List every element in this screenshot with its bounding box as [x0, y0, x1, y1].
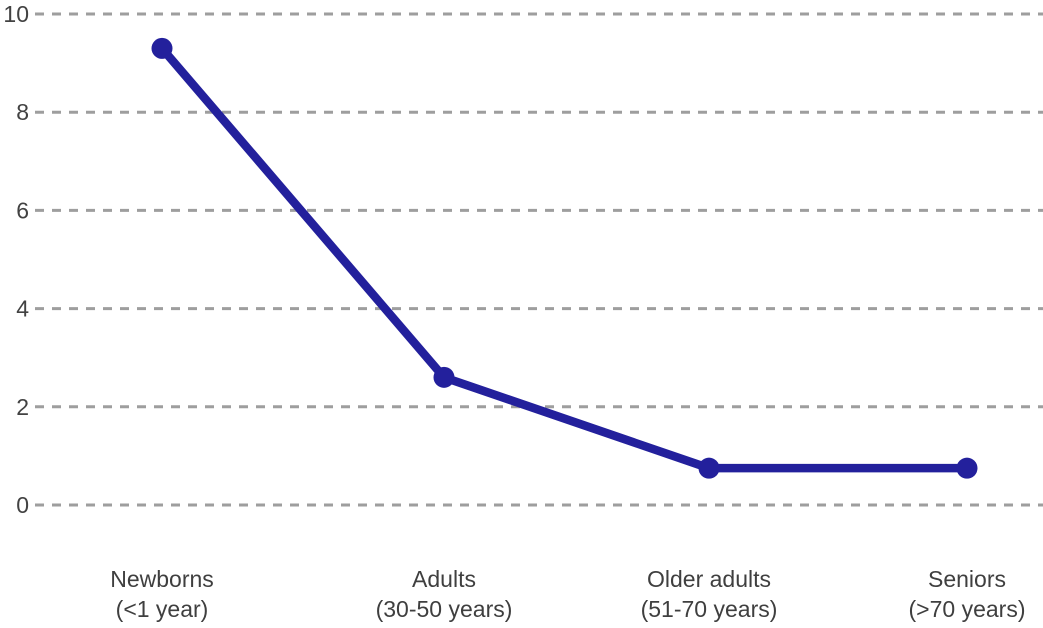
y-tick-label: 10 — [3, 1, 29, 27]
data-point-marker — [956, 457, 978, 479]
data-point-marker — [433, 366, 455, 388]
y-tick-label: 2 — [16, 394, 29, 420]
series-line — [157, 44, 972, 473]
y-tick-label: 4 — [16, 296, 29, 322]
y-tick-label: 0 — [16, 492, 29, 518]
y-tick-label: 8 — [16, 99, 29, 125]
y-tick-label: 6 — [16, 197, 29, 223]
data-point-marker — [151, 37, 173, 59]
data-point-marker — [698, 457, 720, 479]
